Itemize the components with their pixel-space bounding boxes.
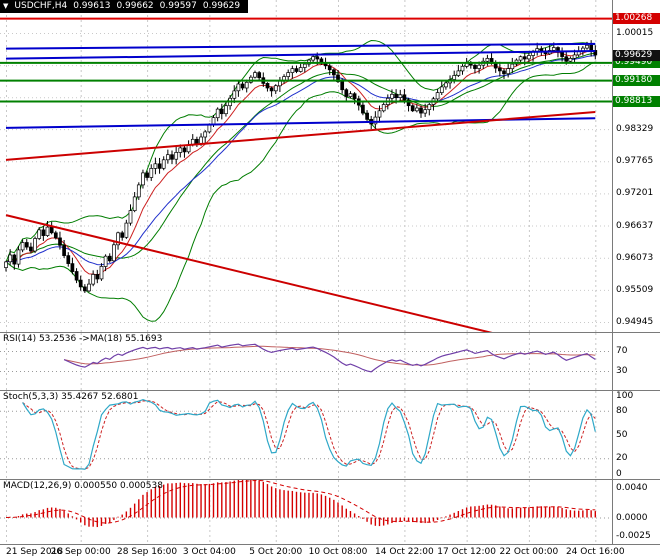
time-axis-label: 3 Oct 04:00	[182, 547, 236, 557]
rsi-canvas[interactable]	[0, 333, 612, 390]
macd-canvas[interactable]	[0, 480, 612, 544]
axis-tick-label: 0.97201	[616, 188, 654, 199]
time-axis-label: 21 Sep 2018	[6, 547, 64, 557]
time-axis-label: 17 Oct 12:00	[437, 547, 496, 557]
stochastic-panel[interactable]: Stoch(5,3,3) 35.4267 52.6801	[0, 391, 612, 479]
panel-divider[interactable]	[0, 544, 660, 545]
axis-tick-label: 70	[616, 346, 628, 356]
time-axis-label: 22 Oct 00:00	[499, 547, 559, 557]
time-axis-label: 10 Oct 08:00	[308, 547, 368, 557]
axis-tick-label: -0.0025	[616, 530, 651, 541]
panel-divider[interactable]	[0, 332, 660, 333]
window-dropdown-icon[interactable]: ▼	[3, 2, 9, 10]
axis-tick-label: 0.95509	[616, 284, 654, 295]
axis-tick-label: 0.98329	[616, 124, 654, 135]
symbol-timeframe-label: USDCHF,H4	[14, 1, 68, 11]
macd-indicator-label: MACD(12,26,9) 0.000550 0.000538	[3, 481, 163, 491]
panel-divider[interactable]	[0, 479, 660, 480]
panel-divider[interactable]	[0, 390, 660, 391]
price-badge: 0.99490	[613, 57, 660, 69]
axis-tick-label: 30	[616, 366, 628, 376]
low-value: 0.99597	[159, 1, 197, 11]
time-axis-label: 26 Sep 00:00	[50, 547, 111, 557]
rsi-panel[interactable]: RSI(14) 53.2536 ->MA(18) 55.1693	[0, 333, 612, 390]
axis-tick-label: 1.00015	[616, 28, 654, 38]
axis-tick-label: 0.97765	[616, 156, 654, 167]
macd-axis[interactable]: 0.0040 0.0000 -0.0025	[612, 480, 660, 544]
open-value: 0.99613	[73, 1, 111, 11]
axis-tick-label: 0.96637	[616, 220, 654, 231]
axis-tick-label: 0.94945	[616, 316, 654, 327]
price-badge: 0.98813	[613, 96, 660, 108]
high-value: 0.99662	[116, 1, 154, 11]
time-axis[interactable]: 21 Sep 2018 26 Sep 00:00 28 Sep 16:00 3 Oct…	[0, 545, 660, 560]
price-badge: 1.00268	[613, 13, 660, 25]
time-axis-label: 5 Oct 20:00	[249, 547, 303, 557]
ohlc-info-bar: ▼ USDCHF,H4 0.99613 0.99662 0.99597 0.99…	[0, 0, 249, 13]
time-axis-label: 14 Oct 22:00	[375, 547, 434, 557]
stochastic-indicator-label: Stoch(5,3,3) 35.4267 52.6801	[3, 392, 139, 402]
axis-tick-label: 0.0000	[616, 512, 648, 523]
price-axis[interactable]: 1.00015 0.98329 0.97765 0.97201 0.96637 0.960…	[612, 0, 660, 332]
macd-panel[interactable]: MACD(12,26,9) 0.000550 0.000538	[0, 480, 612, 544]
close-value: 0.99629	[202, 1, 241, 11]
price-badge: 0.99180	[613, 75, 660, 87]
main-chart-canvas[interactable]	[0, 0, 612, 332]
axis-tick-label: 50	[616, 429, 628, 440]
stochastic-axis[interactable]: 100 80 50 20 0	[612, 391, 660, 479]
price-badge: 0.99629	[613, 49, 660, 61]
main-chart-panel[interactable]: ▼ USDCHF,H4 0.99613 0.99662 0.99597 0.99…	[0, 0, 612, 332]
axis-tick-label: 20	[616, 453, 628, 464]
time-axis-label: 24 Oct 16:00	[565, 547, 625, 557]
axis-tick-label: 0.96073	[616, 252, 654, 263]
rsi-axis[interactable]: 70 30	[612, 333, 660, 390]
axis-tick-label: 0	[616, 469, 622, 479]
axis-tick-label: 100	[616, 391, 634, 401]
time-axis-label: 28 Sep 16:00	[117, 547, 178, 557]
axis-tick-label: 80	[616, 405, 628, 416]
axis-tick-label: 0.0040	[616, 482, 648, 493]
stochastic-canvas[interactable]	[0, 391, 612, 479]
rsi-indicator-label: RSI(14) 53.2536 ->MA(18) 55.1693	[3, 334, 163, 344]
